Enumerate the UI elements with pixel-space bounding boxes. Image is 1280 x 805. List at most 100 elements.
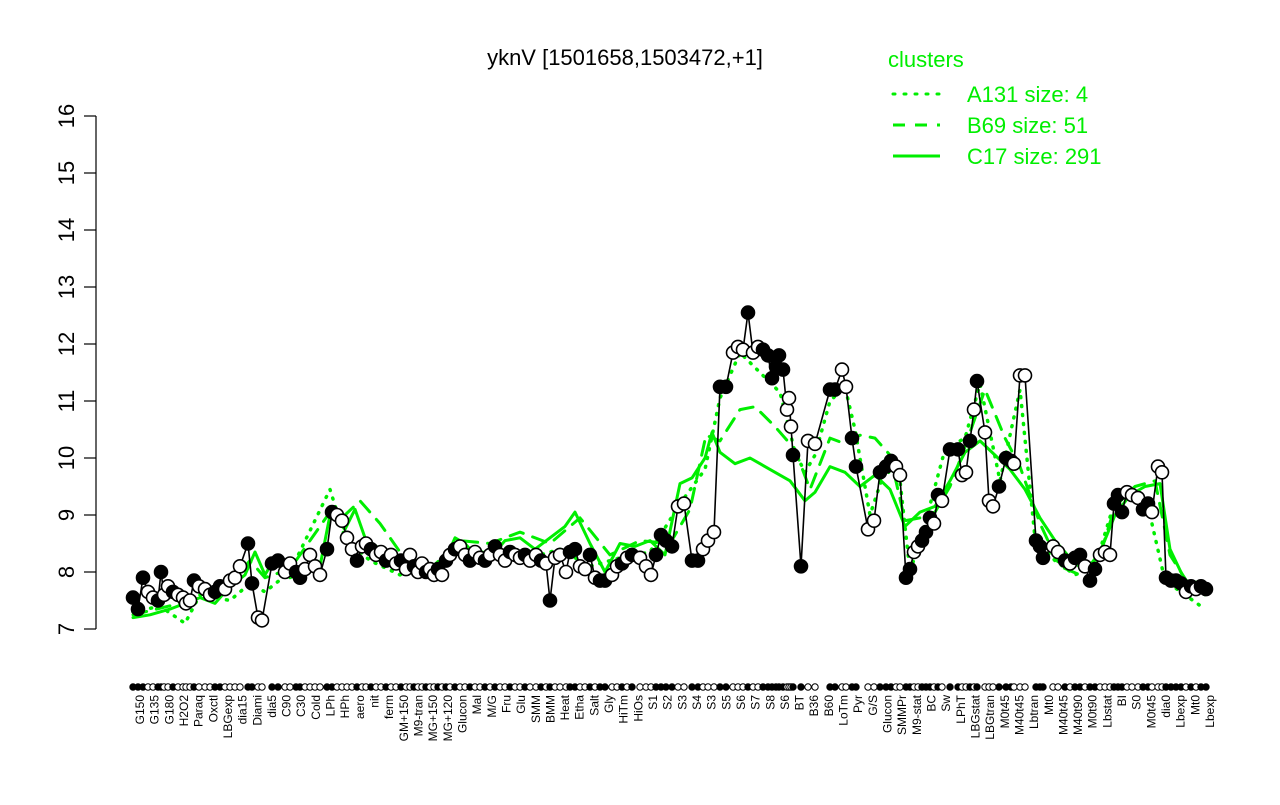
x-tick-label: LBGtran [983, 695, 997, 740]
x-tick-label: G/S [866, 695, 880, 716]
data-point [785, 447, 801, 463]
rug-marker [710, 683, 718, 691]
x-tick-label: B60 [822, 695, 836, 717]
x-tick-label: G135 [148, 695, 162, 725]
data-point [892, 467, 908, 483]
data-point [793, 558, 809, 574]
rug-marker [236, 683, 244, 691]
y-tick-label: 7 [54, 623, 79, 635]
x-tick-label: LPh [324, 695, 338, 716]
rug-marker [248, 683, 256, 691]
rug-marker [876, 683, 884, 691]
data-point [991, 479, 1007, 494]
x-tick-label: MG+120 [441, 695, 455, 742]
x-tick-label: M40t45 [1013, 695, 1027, 735]
data-point [349, 553, 365, 568]
x-axis-labels: G150 G135 G180 H2O2 Paraq Oxctl LBGexp dia15 Dia… [133, 694, 1217, 741]
x-tick-label: SMM [529, 695, 543, 723]
data-point [718, 379, 734, 395]
x-tick-label: ferm [382, 695, 396, 719]
x-tick-label: S5 [719, 695, 733, 710]
data-point [834, 362, 850, 377]
x-tick-label: LoTm [837, 695, 851, 726]
data-point [582, 547, 598, 563]
data-point [838, 379, 854, 395]
data-point [1114, 504, 1130, 520]
data-point [848, 459, 864, 474]
rug-marker [286, 683, 294, 691]
x-tick-label: G180 [162, 695, 176, 725]
y-tick-label: 14 [54, 218, 79, 242]
x-tick-label: Mt0 [1188, 695, 1202, 715]
rug-marker [1054, 683, 1062, 691]
x-tick-label: BT [793, 694, 807, 710]
x-tick-label: HiOs [631, 695, 645, 722]
x-tick-label: S1 [646, 695, 660, 710]
x-tick-label: M0t45 [1144, 695, 1158, 729]
x-tick-label: Fru [499, 695, 513, 713]
x-tick-label: LPhT [954, 694, 968, 723]
data-point [643, 567, 659, 583]
legend-title: clusters [888, 47, 964, 72]
data-point [958, 464, 974, 480]
y-tick-label: 11 [54, 390, 79, 413]
data-point [334, 513, 350, 529]
rug-marker [722, 683, 730, 691]
x-tick-label: S8 [763, 695, 777, 710]
x-tick-label: C90 [280, 695, 294, 717]
x-tick-label: HPh [338, 695, 352, 718]
data-point [926, 516, 942, 531]
rug-marker [870, 683, 878, 691]
data-point [182, 593, 198, 608]
cluster-line-solid [131, 430, 1207, 620]
x-tick-label: Lbtran [1027, 695, 1041, 729]
data-point [969, 373, 985, 389]
legend-entry-b69: B69 size: 51 [967, 113, 1088, 138]
rug-marker [973, 683, 981, 691]
data-point [781, 390, 797, 406]
data-point [866, 513, 882, 529]
rug-marker [1010, 683, 1018, 691]
data-point [966, 402, 982, 417]
data-point [807, 436, 823, 452]
x-tick-label: Oxctl [206, 695, 220, 722]
rug-marker [268, 683, 276, 691]
x-tick-label: M40t90 [1071, 695, 1085, 735]
data-point [1154, 464, 1170, 480]
x-tick-label: S3 [675, 695, 689, 710]
y-tick-label: 13 [54, 275, 79, 299]
rug-marker [274, 683, 282, 691]
x-tick-label: S6 [734, 695, 748, 710]
x-tick-label: S7 [749, 695, 763, 710]
x-tick-label: S2 [661, 695, 675, 710]
x-tick-label: C30 [294, 695, 308, 717]
rug-marker [195, 683, 203, 691]
rug-marker [852, 683, 860, 691]
cluster-lines [131, 350, 1207, 626]
rug-marker [896, 683, 904, 691]
data-point [577, 561, 593, 577]
data-point [1198, 581, 1214, 597]
data-point [1102, 547, 1118, 563]
x-tick-label: LBGexp [221, 695, 235, 739]
rug-marker [526, 683, 534, 691]
rug-marker [258, 683, 266, 691]
data-point [244, 576, 260, 591]
x-tick-label: Glucon [456, 695, 470, 733]
x-tick-label: LBGstat [969, 694, 983, 738]
x-tick-label: MG+150 [426, 695, 440, 742]
x-tick-label: Lbexp [1203, 695, 1217, 728]
legend-entry-a131: A131 size: 4 [967, 82, 1088, 107]
x-tick-label: Glucon [881, 695, 895, 733]
x-tick-label: Salt [587, 694, 601, 715]
rug-marker [938, 683, 946, 691]
data-point [254, 613, 270, 628]
rug-marker [316, 683, 324, 691]
rug-marker [789, 683, 797, 691]
x-tick-label: M9-tran [412, 695, 426, 736]
rug-marker [1039, 683, 1047, 691]
y-tick-label: 10 [54, 446, 79, 470]
rug-marker [797, 683, 805, 691]
x-tick-label: Cold [309, 695, 323, 720]
